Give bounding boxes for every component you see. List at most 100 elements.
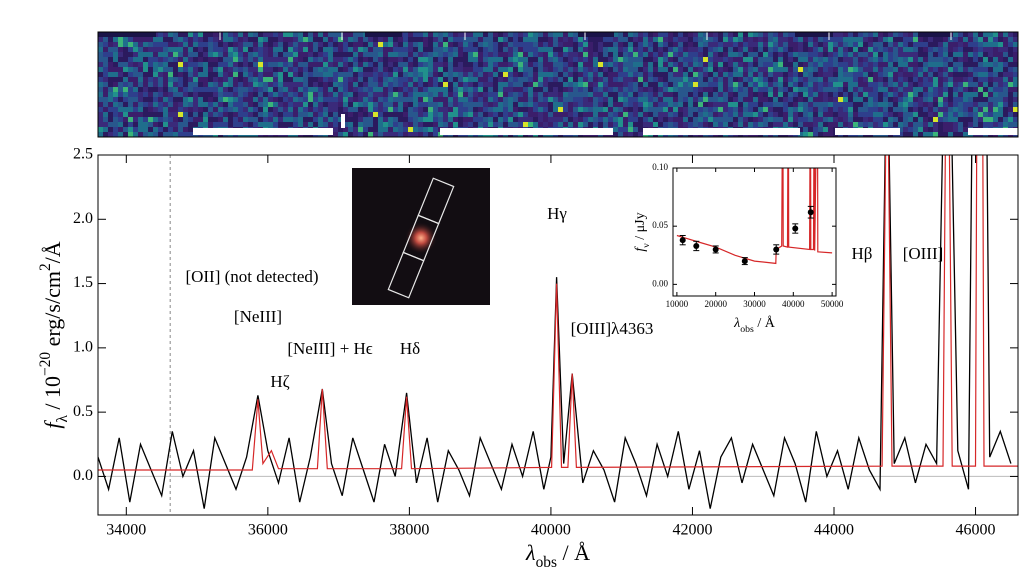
pixel [238, 67, 243, 72]
pixel [163, 32, 168, 37]
pixel [273, 42, 278, 47]
pixel [258, 117, 263, 122]
pixel [733, 37, 738, 42]
pixel [488, 52, 493, 57]
pixel [803, 52, 808, 57]
pixel [908, 72, 913, 77]
pixel [898, 77, 903, 82]
pixel [938, 42, 943, 47]
pixel [768, 112, 773, 117]
pixel [518, 52, 523, 57]
pixel [693, 107, 698, 112]
pixel [568, 117, 573, 122]
pixel [368, 92, 373, 97]
pixel [798, 72, 803, 77]
pixel [703, 47, 708, 52]
pixel [583, 107, 588, 112]
pixel [288, 57, 293, 62]
pixel [213, 97, 218, 102]
pixel [583, 67, 588, 72]
pixel [988, 67, 993, 72]
pixel [333, 112, 338, 117]
pixel [903, 117, 908, 122]
pixel [358, 117, 363, 122]
data-point [679, 237, 686, 244]
pixel [428, 72, 433, 77]
pixel [98, 97, 103, 102]
pixel [938, 122, 943, 127]
pixel [378, 112, 383, 117]
pixel [873, 77, 878, 82]
pixel [918, 37, 923, 42]
pixel [703, 107, 708, 112]
pixel [698, 97, 703, 102]
pixel [538, 77, 543, 82]
pixel [858, 67, 863, 72]
pixel [808, 127, 813, 132]
pixel [498, 57, 503, 62]
pixel [253, 52, 258, 57]
pixel [468, 87, 473, 92]
pixel [608, 92, 613, 97]
pixel [443, 42, 448, 47]
pixel [363, 52, 368, 57]
pixel [483, 47, 488, 52]
pixel [733, 87, 738, 92]
pixel [383, 112, 388, 117]
pixel [888, 47, 893, 52]
pixel [393, 62, 398, 67]
pixel [483, 57, 488, 62]
pixel [373, 92, 378, 97]
pixel [723, 32, 728, 37]
pixel [898, 42, 903, 47]
pixel [668, 97, 673, 102]
pixel [268, 122, 273, 127]
pixel [408, 32, 413, 37]
pixel [788, 102, 793, 107]
pixel [708, 117, 713, 122]
pixel [993, 62, 998, 67]
pixel [588, 57, 593, 62]
pixel [853, 77, 858, 82]
pixel [568, 87, 573, 92]
pixel [878, 32, 883, 37]
pixel [363, 77, 368, 82]
pixel [658, 117, 663, 122]
pixel [993, 112, 998, 117]
pixel [273, 112, 278, 117]
pixel [388, 97, 393, 102]
pixel [118, 122, 123, 127]
pixel [518, 92, 523, 97]
pixel [123, 37, 128, 42]
pixel [118, 92, 123, 97]
pixel [668, 47, 673, 52]
pixel [408, 52, 413, 57]
pixel [778, 82, 783, 87]
pixel [153, 37, 158, 42]
pixel [653, 102, 658, 107]
pixel [663, 52, 668, 57]
pixel [198, 102, 203, 107]
pixel [103, 87, 108, 92]
pixel [383, 47, 388, 52]
pixel [413, 42, 418, 47]
pixel [248, 52, 253, 57]
pixel [858, 72, 863, 77]
pixel [373, 62, 378, 67]
pixel [643, 32, 648, 37]
pixel [333, 107, 338, 112]
pixel [868, 122, 873, 127]
pixel [888, 82, 893, 87]
pixel [978, 107, 983, 112]
pixel [943, 57, 948, 62]
pixel [448, 112, 453, 117]
pixel [983, 102, 988, 107]
pixel [103, 37, 108, 42]
pixel [453, 82, 458, 87]
pixel [343, 107, 348, 112]
pixel [298, 37, 303, 42]
pixel [1003, 82, 1008, 87]
pixel [253, 87, 258, 92]
pixel [763, 32, 768, 37]
